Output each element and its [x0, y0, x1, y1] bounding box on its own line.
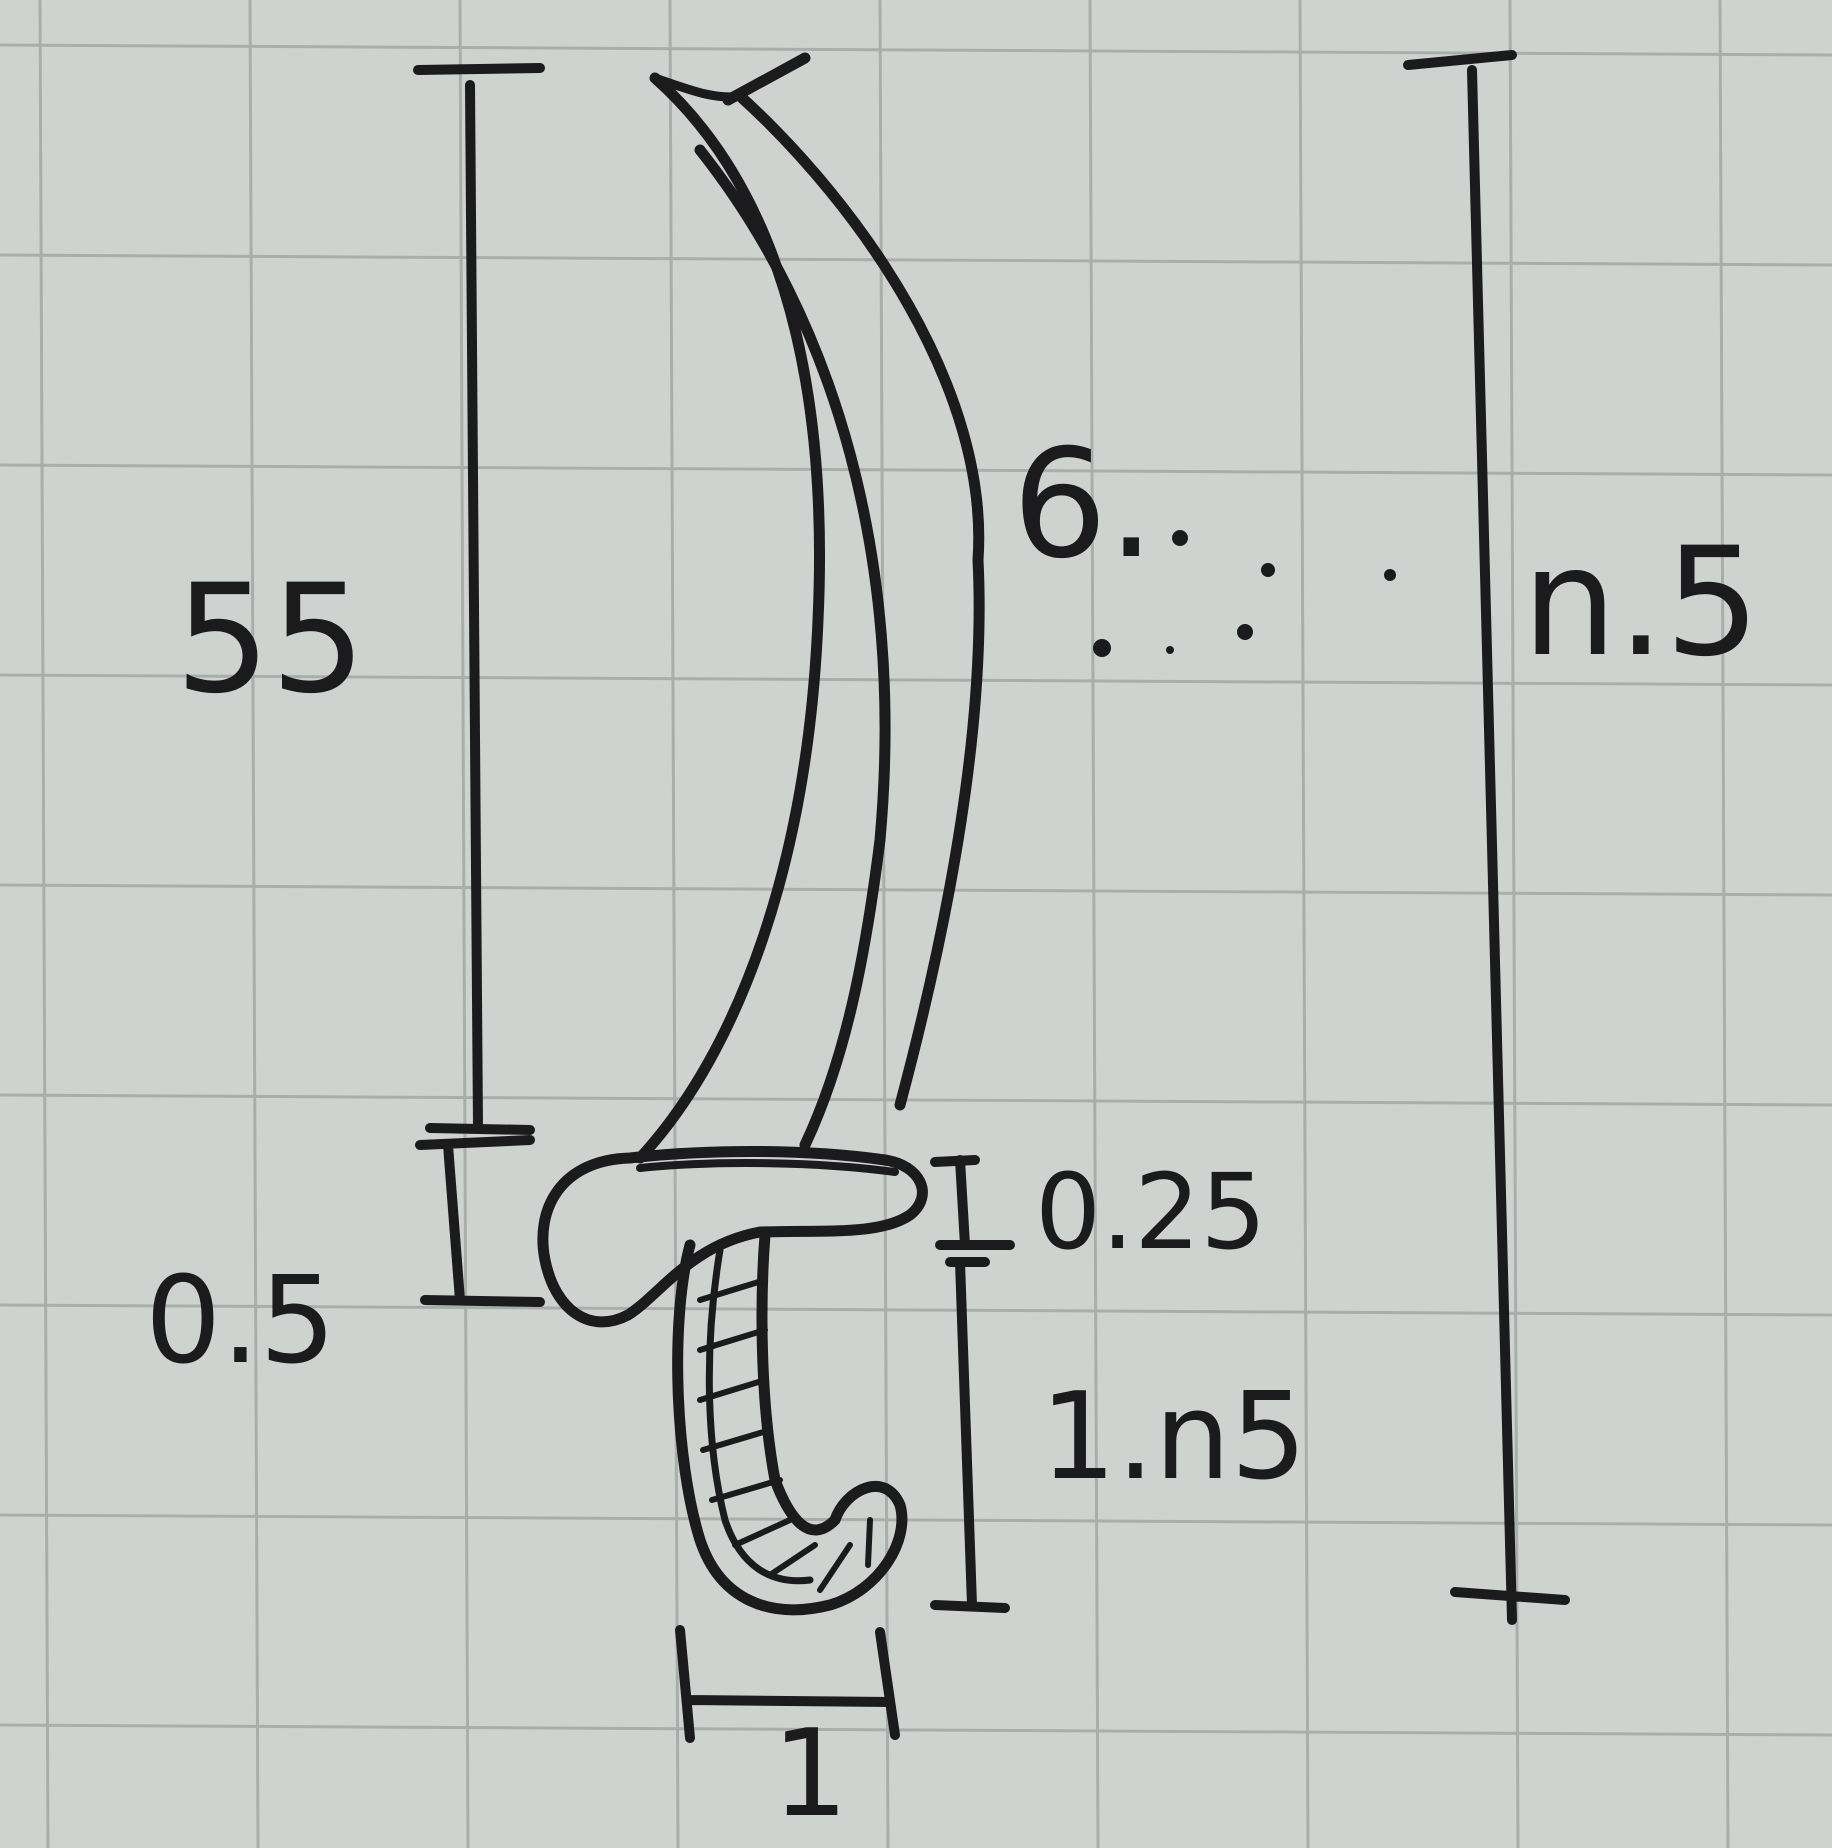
dim-grip-length-line	[930, 1257, 1010, 1613]
dimension-marks	[413, 50, 1570, 1743]
grid-line-horizontal	[0, 1723, 1832, 1737]
grid-line-horizontal	[0, 673, 1832, 687]
label-total-length: n.5	[1522, 516, 1761, 690]
grid-line-vertical	[458, 0, 470, 1848]
grid-line-horizontal	[0, 463, 1832, 477]
grip-outline	[672, 1229, 908, 1616]
label-guard-thickness: 0.5	[145, 1252, 336, 1391]
grip	[672, 1229, 908, 1616]
grip-wrap	[697, 1277, 873, 1593]
dim-guard-lip-line	[930, 1155, 1015, 1250]
label-blade-height: 55	[175, 553, 366, 727]
grid-line-vertical	[1508, 0, 1520, 1848]
blade-fuller	[694, 144, 891, 1151]
grid-line-vertical	[1718, 0, 1730, 1848]
dim-guard-thickness-line	[415, 1135, 545, 1307]
blade-back	[734, 90, 985, 1111]
guard-inner-line	[636, 1159, 899, 1176]
leader-dots	[1093, 530, 1396, 657]
grid-line-vertical	[1088, 0, 1100, 1848]
grid-line-horizontal	[0, 1093, 1832, 1107]
blade-edge-outer	[634, 72, 826, 1164]
guard-outline	[537, 1146, 928, 1328]
grid-line-horizontal	[0, 43, 1832, 57]
label-blade-length: 6.	[1012, 418, 1156, 592]
dim-grip-width-line	[675, 1625, 900, 1743]
label-guard-lip: 0.25	[1035, 1151, 1267, 1273]
label-grip-length: 1.n5	[1040, 1368, 1307, 1507]
grid-line-vertical	[38, 0, 50, 1848]
grid-line-vertical	[878, 0, 890, 1848]
grid-line-horizontal	[0, 883, 1832, 897]
grid-line-vertical	[668, 0, 680, 1848]
grid-line-horizontal	[0, 1513, 1832, 1527]
grid-line-vertical	[248, 0, 260, 1848]
guard	[537, 1146, 928, 1328]
dim-total-length-line	[1403, 50, 1570, 1625]
blade-tip-cap	[650, 73, 745, 102]
label-grip-width: 1	[772, 1705, 849, 1844]
grid-line-vertical	[1298, 0, 1310, 1848]
blade	[634, 52, 985, 1164]
grid-line-horizontal	[0, 253, 1832, 267]
grid-line-horizontal	[0, 1303, 1832, 1317]
dim-blade-height-line	[413, 63, 545, 1135]
